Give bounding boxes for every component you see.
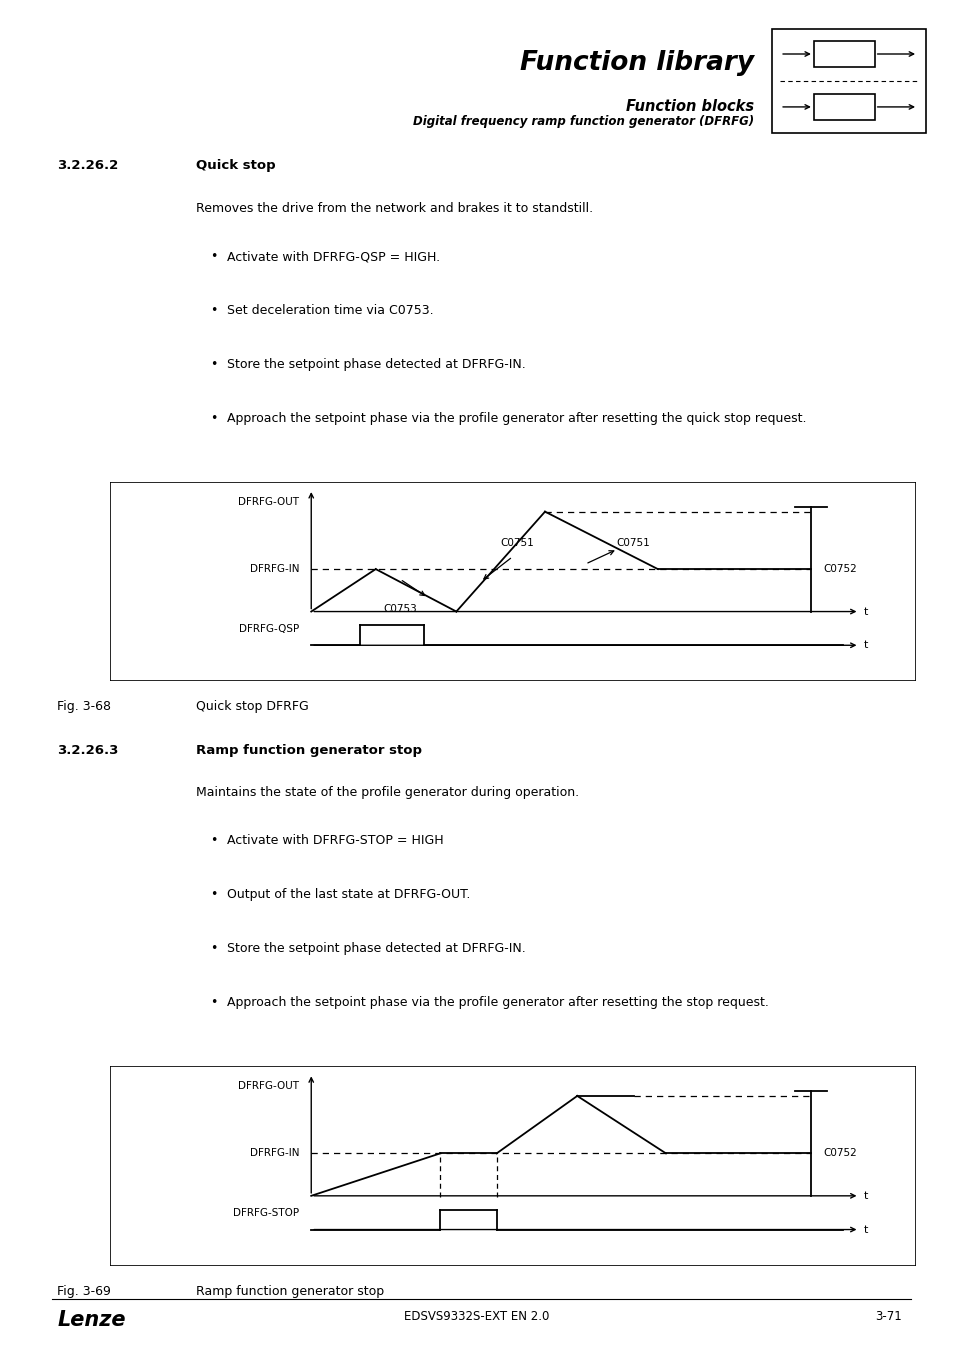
Text: Maintains the state of the profile generator during operation.: Maintains the state of the profile gener…	[195, 786, 578, 799]
Text: DFRFG-OUT: DFRFG-OUT	[238, 1081, 299, 1091]
Text: 3.2.26.2: 3.2.26.2	[57, 159, 118, 173]
Text: Output of the last state at DFRFG-OUT.: Output of the last state at DFRFG-OUT.	[227, 888, 470, 902]
Text: DFRFG-OUT: DFRFG-OUT	[238, 497, 299, 506]
Text: C0753: C0753	[383, 603, 416, 614]
Text: Ramp function generator stop: Ramp function generator stop	[195, 1285, 383, 1297]
Text: •: •	[210, 888, 217, 902]
Text: Lenze: Lenze	[57, 1310, 126, 1330]
Text: C0751: C0751	[499, 537, 533, 548]
Bar	[813, 95, 874, 120]
Text: Ramp function generator stop: Ramp function generator stop	[195, 744, 421, 756]
Text: 3-71: 3-71	[874, 1310, 901, 1323]
Text: DFRFG-IN: DFRFG-IN	[250, 564, 299, 574]
Text: Digital frequency ramp function generator (DFRFG): Digital frequency ramp function generato…	[412, 115, 753, 128]
Text: C0752: C0752	[822, 1149, 856, 1158]
Text: DFRFG-QSP: DFRFG-QSP	[238, 624, 299, 634]
Text: C0752: C0752	[822, 564, 856, 574]
Text: Quick stop: Quick stop	[195, 159, 274, 173]
Text: Fig. 3-69: Fig. 3-69	[57, 1285, 111, 1297]
Text: DFRFG-IN: DFRFG-IN	[250, 1149, 299, 1158]
Text: Function library: Function library	[519, 50, 753, 77]
Text: Set deceleration time via C0753.: Set deceleration time via C0753.	[227, 304, 434, 317]
Text: Store the setpoint phase detected at DFRFG-IN.: Store the setpoint phase detected at DFR…	[227, 358, 525, 371]
Text: EDSVS9332S-EXT EN 2.0: EDSVS9332S-EXT EN 2.0	[404, 1310, 549, 1323]
Text: Store the setpoint phase detected at DFRFG-IN.: Store the setpoint phase detected at DFR…	[227, 942, 525, 954]
Text: Approach the setpoint phase via the profile generator after resetting the stop r: Approach the setpoint phase via the prof…	[227, 996, 768, 1008]
Text: 3.2.26.3: 3.2.26.3	[57, 744, 118, 756]
Text: Approach the setpoint phase via the profile generator after resetting the quick : Approach the setpoint phase via the prof…	[227, 412, 805, 425]
Text: •: •	[210, 942, 217, 954]
Text: Activate with DFRFG-STOP = HIGH: Activate with DFRFG-STOP = HIGH	[227, 834, 443, 848]
Text: Function blocks: Function blocks	[625, 99, 753, 115]
Bar	[813, 40, 874, 68]
Text: Quick stop DFRFG: Quick stop DFRFG	[195, 701, 308, 713]
Text: Activate with DFRFG-QSP = HIGH.: Activate with DFRFG-QSP = HIGH.	[227, 250, 439, 263]
Text: Fig. 3-68: Fig. 3-68	[57, 701, 112, 713]
Text: t: t	[862, 640, 867, 651]
Text: t: t	[862, 606, 867, 617]
Text: •: •	[210, 250, 217, 263]
Text: •: •	[210, 412, 217, 425]
Text: Removes the drive from the network and brakes it to standstill.: Removes the drive from the network and b…	[195, 202, 592, 215]
Text: •: •	[210, 304, 217, 317]
Text: t: t	[862, 1191, 867, 1202]
Text: •: •	[210, 834, 217, 848]
Text: t: t	[862, 1224, 867, 1234]
Text: •: •	[210, 996, 217, 1008]
Text: •: •	[210, 358, 217, 371]
Text: DFRFG-STOP: DFRFG-STOP	[233, 1208, 299, 1218]
Text: C0751: C0751	[617, 537, 650, 548]
